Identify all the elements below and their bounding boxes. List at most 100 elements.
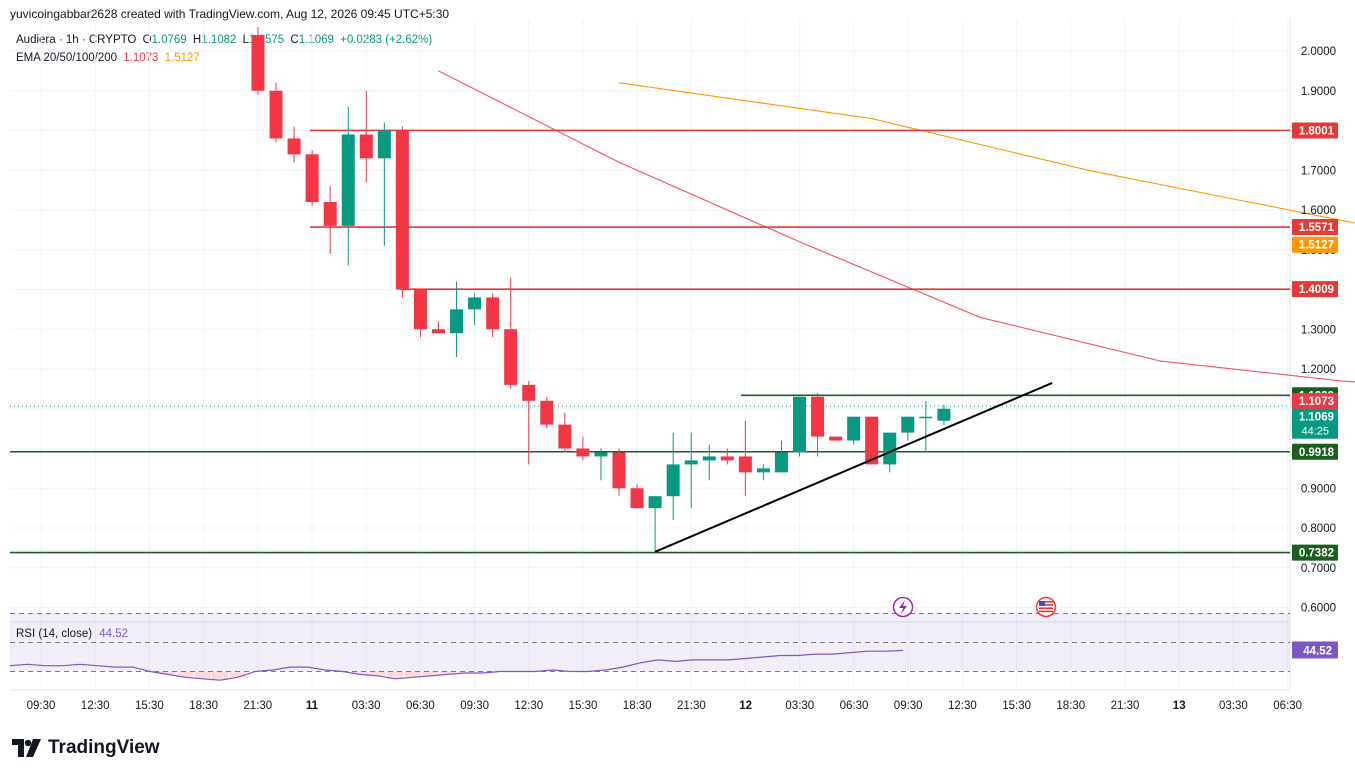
candle — [919, 400, 933, 453]
open-value: O1.0769 — [142, 34, 187, 46]
level-badge-text: 1.5571 — [1299, 222, 1335, 234]
ema50-value: 1.5127 — [164, 52, 200, 64]
candle-body — [774, 452, 788, 473]
candle-body — [865, 416, 879, 465]
candle-body — [612, 452, 626, 489]
level-badge: 1.4009 — [1292, 281, 1338, 298]
level-badge-bg — [1292, 122, 1338, 139]
level-badge-bg — [1292, 219, 1338, 236]
candle — [648, 496, 662, 552]
x-tick-label: 11 — [306, 700, 319, 712]
tradingview-logo[interactable]: TradingView — [12, 737, 160, 759]
candle — [432, 321, 445, 334]
x-tick-label: 03:30 — [785, 700, 814, 712]
candle-body — [666, 464, 680, 497]
x-tick-label: 06:30 — [1273, 700, 1302, 712]
candle — [720, 448, 734, 465]
candle — [901, 416, 915, 441]
rsi-legend[interactable]: RSI (14, close) 44.52 — [16, 628, 128, 640]
candle-body — [829, 436, 843, 441]
level-badge-bg — [1292, 544, 1338, 561]
candle — [793, 396, 806, 457]
ema20-badge: 1.1073 — [1292, 393, 1338, 410]
candle-body — [341, 134, 355, 226]
candle — [630, 484, 644, 509]
candle — [251, 27, 265, 95]
rsi-badge-bg — [1292, 641, 1338, 659]
candle — [774, 440, 788, 473]
level-badge: 1.5571 — [1292, 219, 1338, 236]
x-tick-label: 13 — [1173, 700, 1186, 712]
candle-body — [594, 452, 608, 457]
candle-body — [287, 138, 301, 155]
tradingview-logo-icon — [12, 739, 41, 757]
candle — [811, 392, 825, 457]
change-value: +0.0283 (+2.62%) — [340, 34, 433, 46]
level-badge-bg — [1292, 443, 1338, 460]
candle-body — [793, 396, 806, 453]
candle — [468, 293, 482, 326]
ema20-badge-text: 1.1073 — [1299, 396, 1334, 408]
candle — [576, 436, 590, 461]
last-price-badge-bg — [1292, 408, 1338, 439]
candle — [486, 293, 500, 338]
flag-stripe — [1039, 604, 1053, 606]
candle-body — [251, 35, 265, 91]
y-tick-label: 0.8000 — [1301, 523, 1336, 535]
candle — [323, 186, 337, 254]
flag-stripe — [1039, 607, 1053, 609]
candle — [540, 396, 554, 429]
ema50-badge-text: 1.5127 — [1299, 240, 1334, 252]
candle-body — [377, 130, 391, 159]
lightning-event-icon — [892, 596, 914, 618]
candle — [341, 106, 355, 266]
candle — [305, 150, 319, 207]
last-price-badge: 1.1069 44:25 — [1292, 408, 1338, 439]
candle-body — [630, 488, 644, 509]
symbol-name[interactable]: Audiera · 1h · CRYPTO — [16, 34, 137, 46]
y-tick-label: 1.3000 — [1301, 324, 1336, 336]
x-tick-label: 15:30 — [569, 700, 598, 712]
x-tick-label: 15:30 — [135, 700, 164, 712]
candle-body — [756, 468, 770, 473]
rsi-pane: 44.52 — [9, 613, 1338, 681]
x-tick-label: 21:30 — [243, 700, 272, 712]
x-tick-label: 12:30 — [81, 700, 110, 712]
y-tick-label: 0.9000 — [1301, 483, 1336, 495]
candle-body — [901, 416, 915, 433]
candle — [504, 277, 518, 389]
candle-body — [811, 396, 825, 437]
level-badge-text: 0.7382 — [1299, 548, 1334, 560]
candle-body — [432, 329, 445, 334]
rsi-badge: 44.52 — [1292, 641, 1338, 659]
x-tick-label: 21:30 — [677, 700, 706, 712]
candle-body — [450, 309, 464, 334]
y-tick-label: 1.2000 — [1301, 364, 1336, 376]
x-tick-label: 06:30 — [406, 700, 435, 712]
last-price-badge-text: 1.1069 — [1299, 412, 1334, 424]
ema20-badge-bg — [1292, 393, 1338, 410]
flag-canton — [1039, 601, 1045, 606]
candle-body — [847, 416, 861, 441]
candle-body — [720, 456, 734, 461]
x-tick-label: 12:30 — [948, 700, 977, 712]
flag-event-circle — [1035, 596, 1057, 618]
us-flag-event-icon — [1035, 596, 1057, 618]
candle-body — [883, 432, 897, 465]
rsi-line — [9, 649, 904, 681]
grid-lines — [10, 20, 1291, 690]
candle-body — [413, 289, 427, 330]
x-tick-label: 15:30 — [1002, 700, 1031, 712]
rsi-value: 44.52 — [99, 628, 129, 640]
ema20-path — [438, 70, 1355, 383]
x-tick-label: 18:30 — [1056, 700, 1085, 712]
level-badge-text: 1.4009 — [1299, 284, 1334, 296]
candle-body — [486, 297, 500, 330]
x-tick-label: 06:30 — [840, 700, 869, 712]
x-tick-label: 09:30 — [27, 700, 56, 712]
ema50-badge: 1.5127 — [1292, 236, 1338, 253]
level-badge: 1.8001 — [1292, 122, 1338, 139]
rsi-label: RSI (14, close) — [16, 628, 93, 640]
candle-body — [522, 384, 536, 401]
